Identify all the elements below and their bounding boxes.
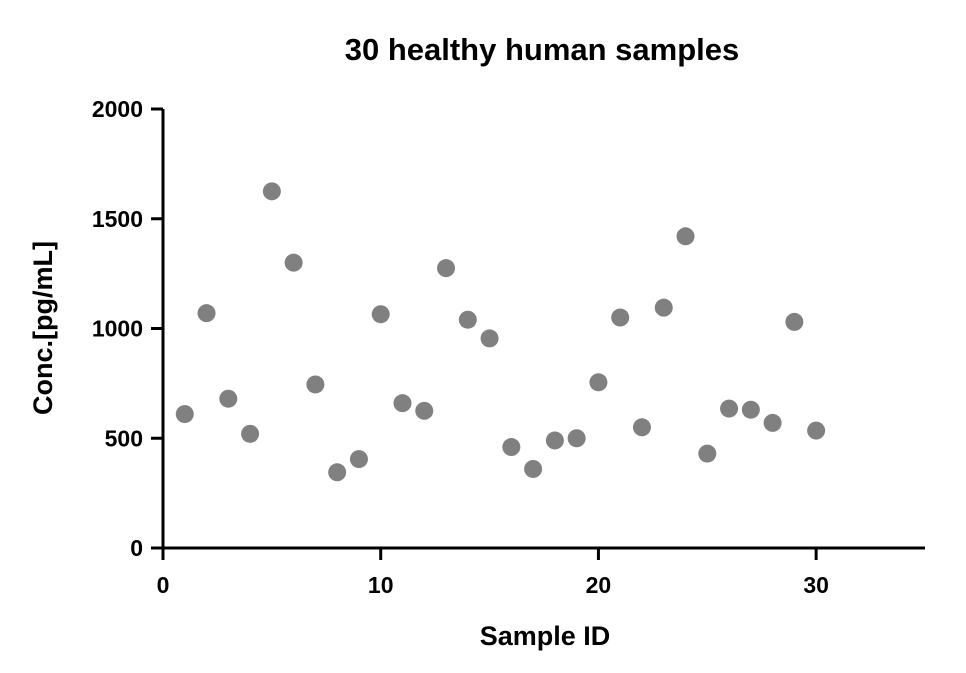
data-point (502, 438, 521, 457)
data-point (219, 389, 238, 408)
data-point (262, 182, 281, 201)
x-tick-label: 0 (157, 572, 170, 598)
data-point (437, 259, 456, 278)
data-point (763, 413, 782, 432)
data-point (676, 227, 695, 246)
data-point (415, 401, 434, 420)
x-tick-label: 10 (368, 572, 394, 598)
data-point (654, 298, 673, 317)
data-point (349, 450, 368, 469)
data-point (306, 375, 325, 394)
y-axis-label: Conc.[pg/mL] (28, 241, 58, 415)
y-tick-label: 2000 (92, 96, 143, 122)
data-point (328, 463, 347, 482)
data-point (632, 418, 651, 437)
data-point (480, 329, 499, 348)
data-points (175, 182, 826, 482)
data-point (698, 444, 717, 463)
data-point (524, 459, 543, 478)
chart-title: 30 healthy human samples (345, 32, 740, 67)
data-point (393, 394, 412, 413)
data-point (611, 308, 630, 327)
data-point (284, 253, 303, 272)
data-point (567, 429, 586, 448)
data-point (741, 400, 760, 419)
data-point (589, 373, 608, 392)
x-axis-label: Sample ID (480, 621, 611, 651)
x-tick-label: 30 (803, 572, 829, 598)
data-point (175, 405, 194, 424)
axes: 0 500 1000 1500 2000 0 10 20 30 (92, 96, 925, 598)
y-tick-label: 1500 (92, 206, 143, 232)
y-tick-label: 500 (105, 425, 143, 451)
y-tick-label: 1000 (92, 316, 143, 342)
data-point (785, 312, 804, 331)
x-tick-label: 20 (586, 572, 612, 598)
data-point (241, 424, 260, 443)
data-point (458, 310, 477, 329)
data-point (371, 305, 390, 324)
data-point (545, 431, 564, 450)
data-point (197, 304, 216, 323)
y-tick-label: 0 (130, 535, 143, 561)
data-point (720, 399, 739, 418)
data-point (807, 421, 826, 440)
